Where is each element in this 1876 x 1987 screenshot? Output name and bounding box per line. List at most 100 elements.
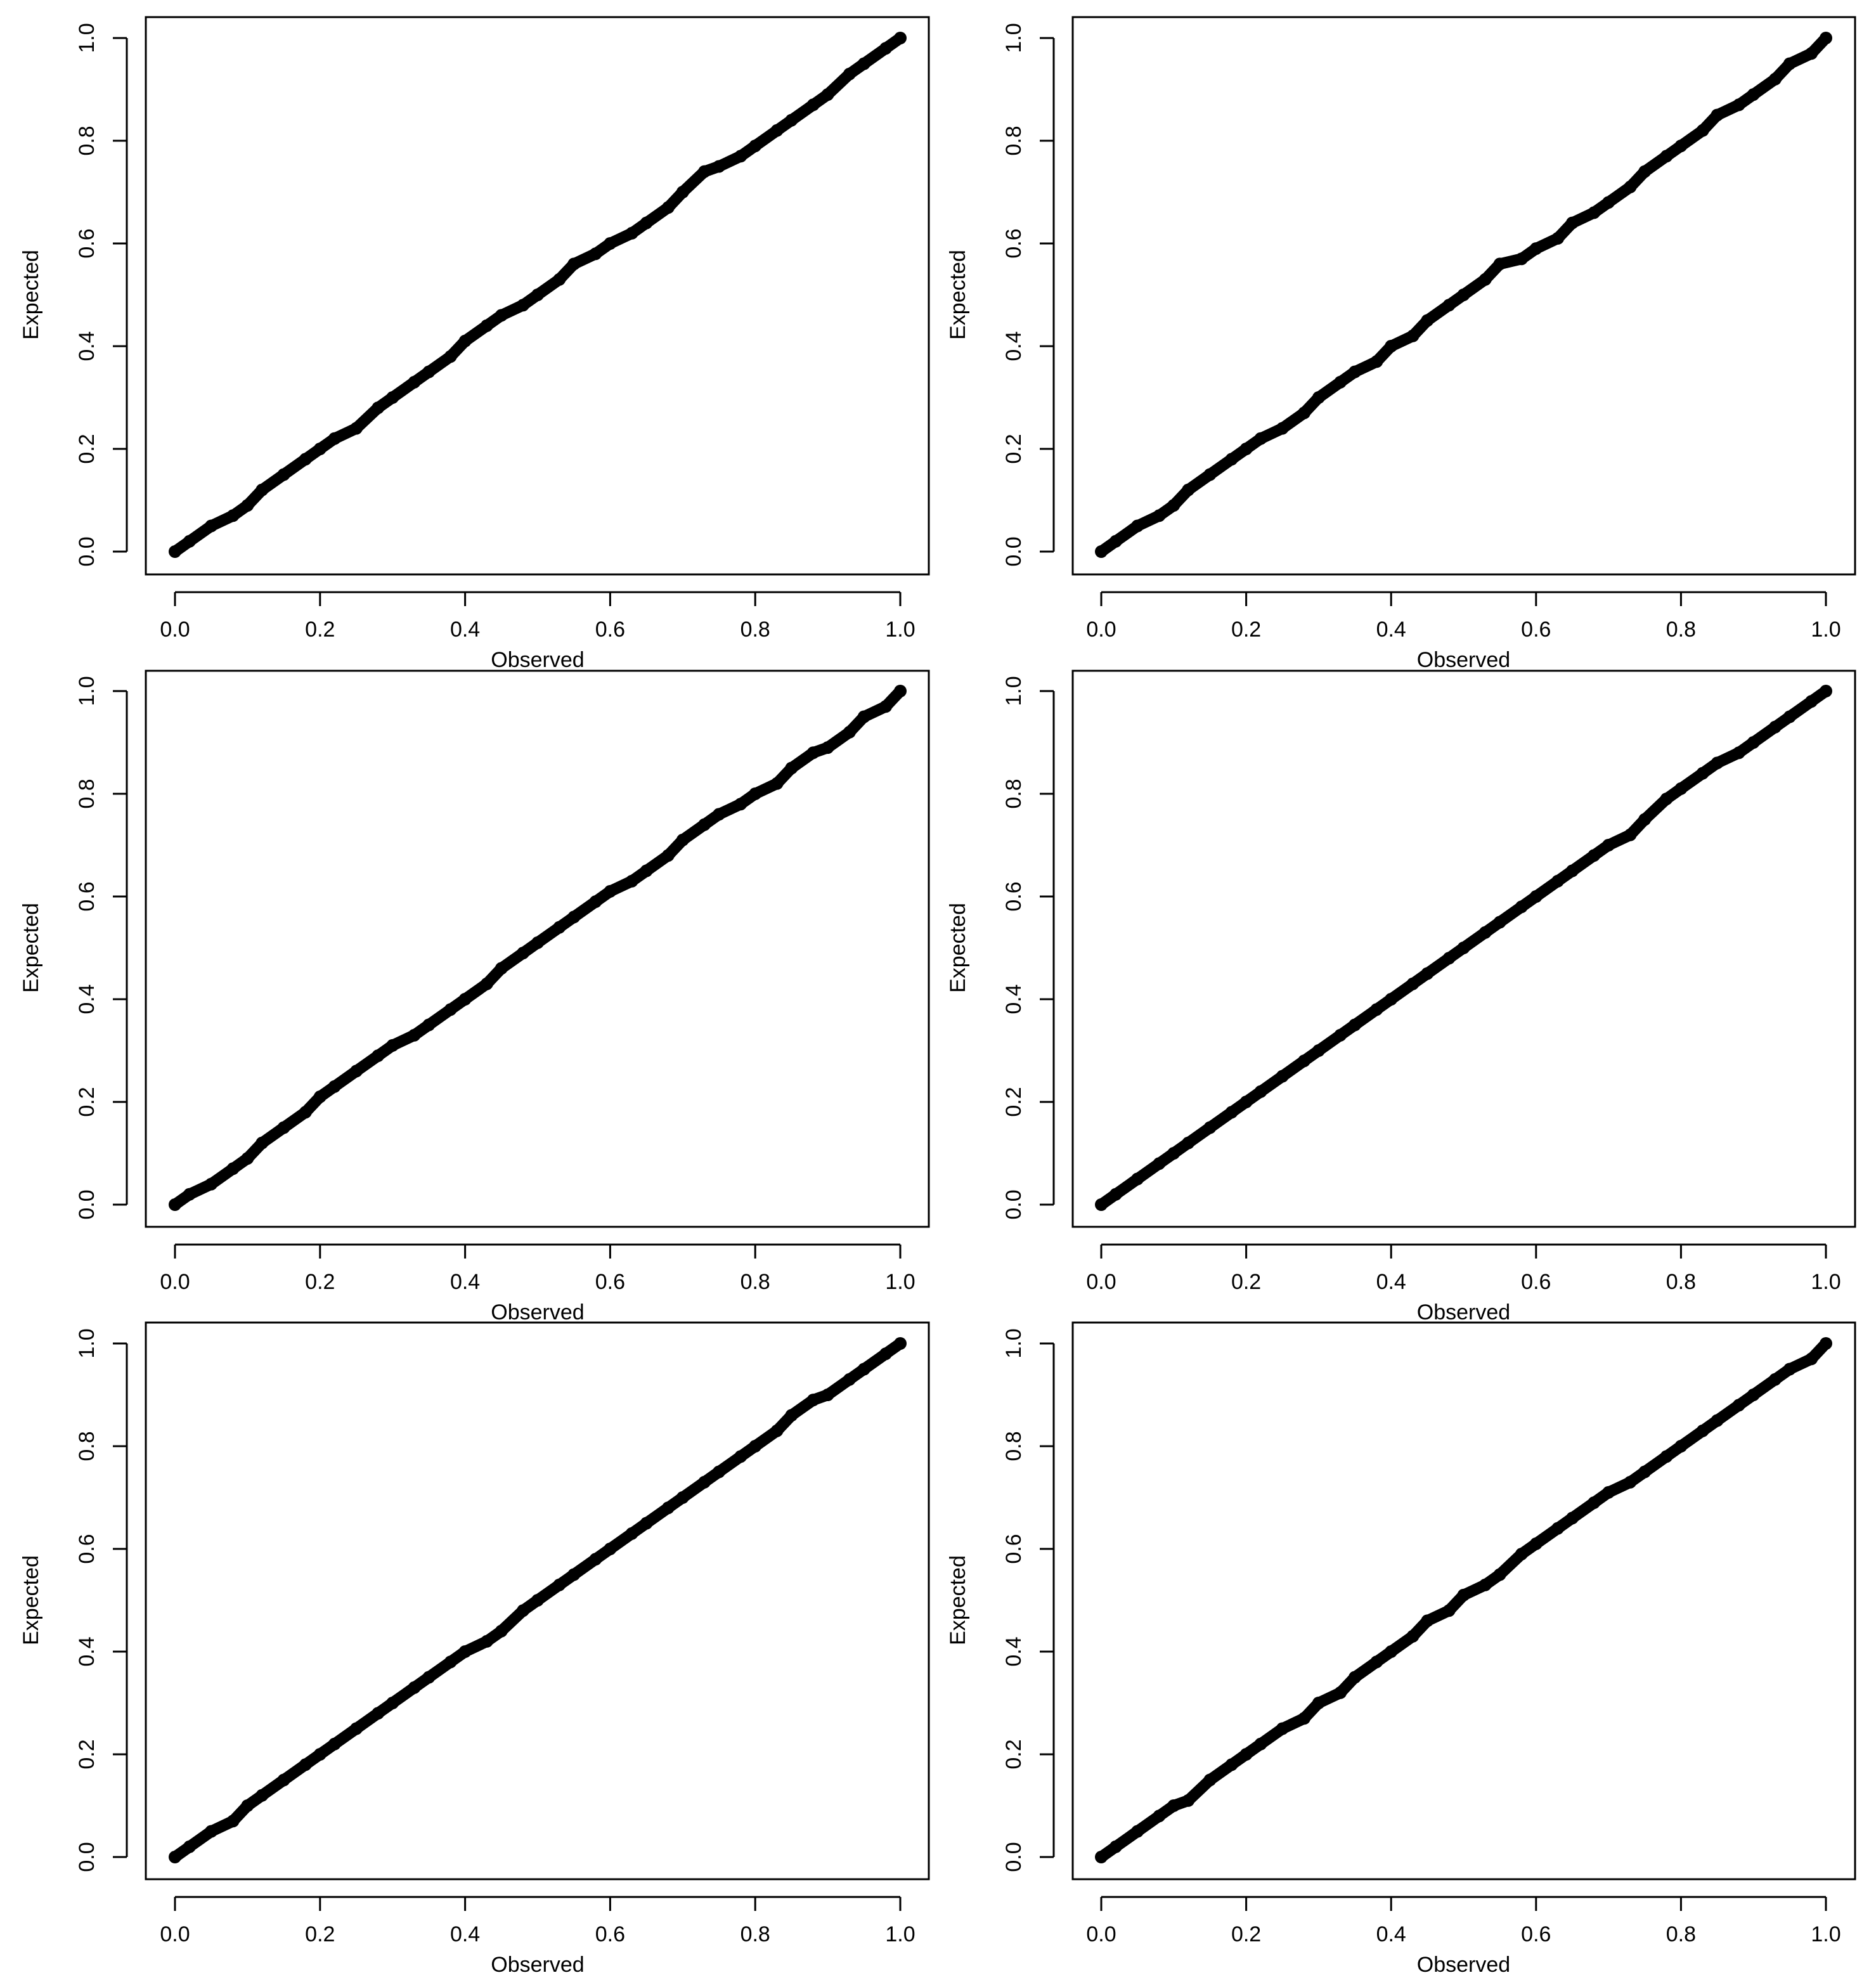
data-point [1660,150,1673,163]
y-axis-label: Expected [19,903,43,993]
data-point [372,401,385,415]
data-point [1711,1414,1724,1427]
x-axis-label: Observed [1417,1300,1510,1324]
data-point [517,1604,530,1617]
x-tick-label: 0.6 [1521,618,1551,642]
x-tick-label: 0.8 [741,618,770,642]
y-tick-label: 0.0 [75,1189,99,1219]
data-point [1588,206,1601,219]
data-point [480,1634,493,1648]
data-point [625,1527,638,1540]
data-point [698,1475,711,1489]
data-point [1095,1851,1108,1863]
data-point [1624,180,1637,193]
data-point [1131,1825,1144,1838]
chart-panel-5: 0.0 0.2 0.4 0.6 0.8 1.0 Observed 0.0 0.2 0.4 0.6 0.… [19,1321,930,1977]
data-point [277,468,290,481]
y-tick-label: 0.4 [1002,1636,1026,1666]
x-tick-label: 1.0 [1811,1922,1840,1946]
y-tick-label: 0.8 [75,126,99,155]
data-point [1421,314,1434,327]
x-tick-label: 0.6 [1521,1922,1551,1946]
y-tick-label: 0.4 [75,331,99,361]
data-point [169,1198,181,1211]
data-point [226,509,240,522]
y-tick-label: 0.4 [75,1636,99,1666]
data-point [676,186,689,198]
data-point [458,1645,472,1658]
data-point [843,725,856,739]
data-point [1153,509,1166,522]
data-point [256,1789,269,1802]
data-point [843,1373,856,1386]
y-tick-label: 0.0 [75,1842,99,1872]
data-point [604,237,617,250]
y-tick-label: 0.4 [75,984,99,1014]
data-point [713,1465,725,1479]
data-point [661,1501,675,1515]
data-point [1638,813,1652,826]
data-point [1276,1722,1289,1735]
data-point [480,319,493,332]
data-point [531,288,544,301]
data-point [1820,1337,1832,1350]
data-point [749,1440,762,1453]
data-point [640,864,653,877]
data-point [1349,365,1362,379]
data-point [1095,1198,1108,1211]
data-point [1334,1686,1347,1699]
y-tick-label: 0.0 [1002,1842,1026,1872]
x-tick-label: 0.8 [1666,1270,1696,1294]
data-point [749,139,762,153]
data-point [1674,139,1688,153]
data-point [1131,1172,1144,1186]
data-point [1406,1629,1420,1643]
data-point [1457,288,1470,301]
data-point [894,1337,907,1350]
data-point [1312,391,1325,404]
data-point [661,849,675,862]
data-point [1225,1106,1238,1119]
data-point [1312,1044,1325,1057]
data-point [1153,1157,1166,1170]
data-point [372,1707,385,1720]
y-axis-label: Expected [946,250,970,340]
data-point [1239,1748,1253,1761]
data-point [857,710,870,723]
data-point [1529,242,1543,256]
data-point [1254,1085,1267,1098]
y-tick-label: 0.6 [1002,228,1026,258]
data-point [1167,1147,1181,1160]
data-point [313,1748,327,1761]
data-point [495,309,508,322]
data-point [894,32,907,44]
data-point [553,273,566,286]
data-point [1109,1840,1122,1853]
data-point [1747,88,1760,101]
x-tick-label: 0.0 [160,618,190,642]
data-point [1602,839,1615,851]
data-point [1349,1671,1362,1684]
data-point [1254,1737,1267,1751]
data-point [169,545,181,558]
y-tick-label: 0.6 [75,881,99,911]
data-point [408,1681,421,1694]
data-point [640,1517,653,1530]
data-point [1182,1136,1195,1149]
y-tick-label: 1.0 [75,676,99,706]
data-point [1167,499,1181,512]
data-point [328,1080,341,1093]
data-point [1783,57,1796,70]
data-point [1674,782,1688,795]
chart-panel-1: 0.0 0.2 0.4 0.6 0.8 1.0 Observed 0.0 0.2 0.4 0.6 0.… [19,16,930,672]
data-point [422,365,436,379]
x-tick-label: 0.4 [450,1922,480,1946]
data-point [350,1065,363,1078]
data-point [1529,890,1543,903]
x-axis-label: Observed [491,1300,584,1324]
plot-frame [1071,670,1856,1228]
data-point [241,499,254,512]
x-tick-label: 0.8 [1666,618,1696,642]
data-point [1478,273,1492,286]
data-point [1370,1655,1383,1669]
